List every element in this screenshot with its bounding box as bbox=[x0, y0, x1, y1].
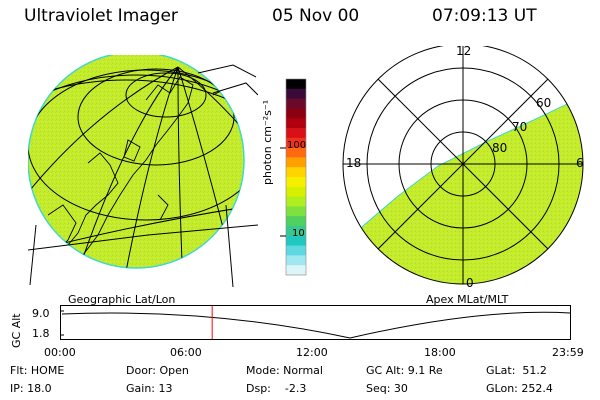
colorbar-tick-100: 100 bbox=[287, 140, 307, 151]
colorbar-cell bbox=[286, 216, 306, 227]
mlat-label-60: 60 bbox=[536, 96, 552, 110]
colorbar-cell bbox=[286, 108, 306, 119]
outer-grid-lines bbox=[28, 64, 258, 287]
colorbar-cell bbox=[286, 128, 306, 139]
date-label: 05 Nov 00 bbox=[272, 6, 360, 26]
colorbar-cell bbox=[286, 265, 306, 276]
colorbar-tick-10: 10 bbox=[292, 228, 305, 239]
status-glon: GLon: 252.4 bbox=[486, 382, 553, 395]
mlt-label-18: 18 bbox=[346, 156, 362, 170]
colorbar-cell bbox=[286, 235, 306, 247]
colorbar-cell bbox=[286, 137, 306, 149]
colorbar-cell bbox=[286, 245, 306, 256]
time-tick-1: 06:00 bbox=[170, 346, 202, 359]
colorbar-cell bbox=[286, 88, 306, 100]
status-ip: IP: 18.0 bbox=[10, 382, 52, 395]
colorbar-cell bbox=[286, 186, 306, 198]
polar-grid bbox=[342, 46, 584, 285]
colorbar-cell bbox=[286, 255, 306, 266]
status-seq: Seq: 30 bbox=[366, 382, 408, 395]
apex-panel-label: Apex MLat/MLT bbox=[426, 293, 509, 306]
mlt-label-6: 6 bbox=[576, 156, 584, 170]
intensity-colorbar bbox=[280, 78, 307, 276]
status-gc-alt: GC Alt: 9.1 Re bbox=[366, 364, 443, 377]
colorbar-cell bbox=[286, 206, 306, 217]
altitude-tick-low: 1.8 bbox=[32, 327, 50, 340]
status-flt: Flt: HOME bbox=[10, 364, 65, 377]
status-dsp: Dsp: -2.3 bbox=[246, 382, 307, 395]
status-gain: Gain: 13 bbox=[126, 382, 173, 395]
altitude-plot-frame bbox=[60, 305, 571, 340]
altitude-plot bbox=[60, 305, 571, 340]
mlt-label-0: 0 bbox=[466, 276, 474, 290]
time-tick-4: 23:59 bbox=[552, 346, 584, 359]
status-door: Door: Open bbox=[126, 364, 189, 377]
colorbar-cells bbox=[286, 79, 306, 276]
geo-panel-label: Geographic Lat/Lon bbox=[68, 293, 176, 306]
altitude-axis-label: GC Alt bbox=[10, 313, 23, 348]
apex-polar-panel bbox=[342, 46, 584, 285]
time-tick-0: 00:00 bbox=[44, 346, 76, 359]
status-glat: GLat: 51.2 bbox=[486, 364, 547, 377]
colorbar-cell bbox=[286, 177, 306, 188]
colorbar-cell bbox=[286, 196, 306, 207]
time-tick-3: 18:00 bbox=[424, 346, 456, 359]
instrument-title: Ultraviolet Imager bbox=[24, 6, 178, 26]
mlt-label-12: 12 bbox=[456, 44, 472, 58]
mlat-label-80: 80 bbox=[492, 141, 508, 155]
time-tick-2: 12:00 bbox=[296, 346, 328, 359]
colorbar-cell bbox=[286, 118, 306, 129]
status-mode: Mode: Normal bbox=[246, 364, 323, 377]
colorbar-cell bbox=[286, 226, 306, 237]
geographic-image-panel bbox=[28, 55, 258, 287]
altitude-tick-high: 9.0 bbox=[32, 307, 50, 320]
colorbar-cell bbox=[286, 147, 306, 158]
colorbar-cell bbox=[286, 79, 306, 90]
altitude-curve bbox=[61, 311, 571, 339]
colorbar-cell bbox=[286, 167, 306, 178]
mlat-label-70: 70 bbox=[512, 120, 528, 134]
time-label: 07:09:13 UT bbox=[432, 6, 537, 26]
colorbar-unit-label: photon cm⁻²s⁻¹ bbox=[261, 99, 274, 185]
colorbar-cell bbox=[286, 98, 306, 109]
colorbar-cell bbox=[286, 157, 306, 168]
